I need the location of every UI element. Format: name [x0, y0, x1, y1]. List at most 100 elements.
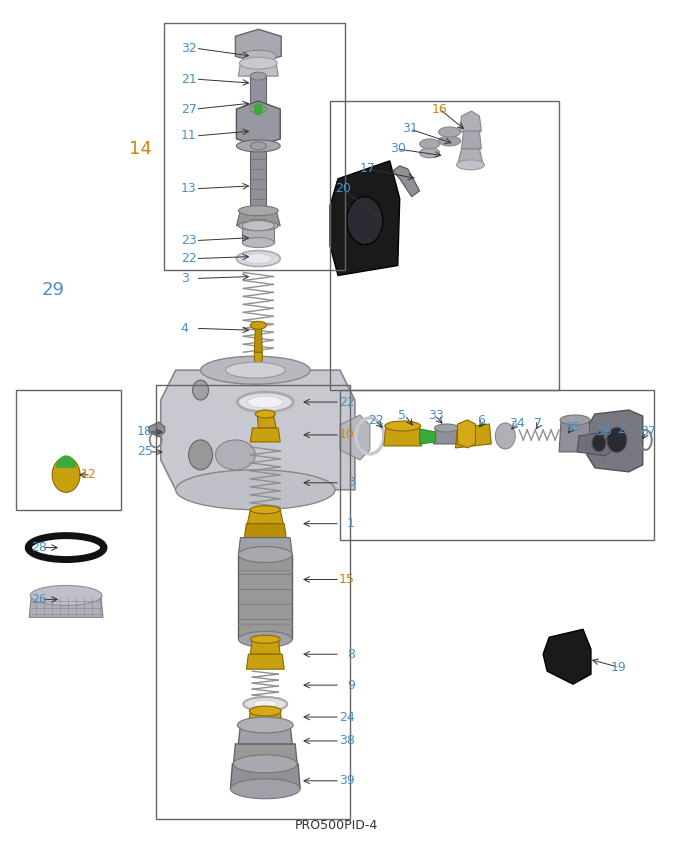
Wedge shape — [56, 455, 76, 468]
Text: 1: 1 — [347, 517, 355, 530]
Text: 30: 30 — [390, 142, 406, 155]
Polygon shape — [234, 744, 297, 764]
Text: 38: 38 — [339, 734, 355, 748]
Text: 5: 5 — [398, 409, 406, 422]
Polygon shape — [254, 352, 262, 365]
Ellipse shape — [238, 221, 278, 231]
Text: 22: 22 — [368, 414, 384, 427]
Ellipse shape — [250, 636, 280, 643]
Polygon shape — [244, 524, 286, 538]
Ellipse shape — [248, 396, 283, 408]
Text: 3: 3 — [180, 272, 188, 285]
Text: 28: 28 — [31, 541, 47, 554]
Circle shape — [192, 380, 209, 400]
Text: 9: 9 — [347, 679, 355, 691]
Ellipse shape — [420, 139, 439, 149]
Bar — [340, 390, 653, 540]
Ellipse shape — [230, 779, 300, 799]
Polygon shape — [248, 711, 282, 725]
Polygon shape — [250, 76, 267, 109]
Ellipse shape — [236, 250, 280, 266]
Text: 22: 22 — [339, 395, 355, 409]
Ellipse shape — [240, 57, 277, 69]
Ellipse shape — [236, 140, 280, 152]
Ellipse shape — [244, 254, 273, 264]
Ellipse shape — [242, 238, 275, 248]
Ellipse shape — [435, 424, 458, 432]
Polygon shape — [242, 226, 275, 243]
Text: 3: 3 — [347, 476, 355, 489]
Text: 21: 21 — [180, 72, 197, 86]
Polygon shape — [246, 654, 284, 669]
Polygon shape — [257, 414, 276, 428]
Text: 6: 6 — [477, 414, 485, 427]
Polygon shape — [420, 429, 435, 444]
Polygon shape — [340, 415, 370, 460]
Ellipse shape — [439, 127, 460, 137]
Ellipse shape — [42, 540, 90, 555]
Ellipse shape — [242, 221, 275, 231]
Polygon shape — [458, 149, 483, 165]
Polygon shape — [433, 428, 460, 444]
Text: 24: 24 — [339, 711, 355, 723]
Text: 15: 15 — [339, 573, 355, 586]
Text: 22: 22 — [180, 252, 197, 265]
Text: 37: 37 — [640, 426, 656, 438]
Text: 39: 39 — [339, 775, 355, 787]
Text: PRO500PID-4: PRO500PID-4 — [295, 819, 378, 831]
Ellipse shape — [176, 470, 335, 510]
Polygon shape — [250, 639, 280, 654]
Ellipse shape — [250, 142, 267, 150]
Bar — [16, 390, 121, 510]
Polygon shape — [238, 725, 292, 744]
Ellipse shape — [244, 697, 287, 711]
Polygon shape — [543, 630, 591, 685]
Text: 36: 36 — [596, 426, 612, 438]
Text: 10: 10 — [339, 428, 355, 442]
Ellipse shape — [250, 72, 267, 80]
Ellipse shape — [201, 357, 310, 384]
Ellipse shape — [30, 585, 102, 605]
Ellipse shape — [250, 321, 267, 330]
Polygon shape — [462, 131, 481, 149]
Polygon shape — [330, 161, 400, 276]
Polygon shape — [161, 370, 355, 490]
Ellipse shape — [234, 754, 297, 773]
Ellipse shape — [215, 440, 255, 470]
Polygon shape — [577, 432, 613, 456]
Ellipse shape — [420, 148, 439, 158]
Bar — [164, 24, 345, 271]
Polygon shape — [250, 428, 280, 442]
Circle shape — [607, 427, 627, 453]
Text: 34: 34 — [509, 417, 525, 431]
Text: 31: 31 — [402, 122, 417, 136]
Polygon shape — [393, 166, 420, 196]
Ellipse shape — [238, 546, 292, 562]
Text: 12: 12 — [80, 469, 96, 481]
Circle shape — [52, 458, 80, 492]
Circle shape — [188, 440, 213, 470]
Ellipse shape — [238, 392, 293, 412]
Bar — [155, 385, 350, 819]
Ellipse shape — [253, 700, 277, 708]
Text: 19: 19 — [611, 661, 627, 674]
Polygon shape — [458, 420, 475, 448]
Polygon shape — [248, 510, 283, 524]
Text: 16: 16 — [431, 103, 448, 115]
Polygon shape — [460, 111, 481, 136]
Text: 11: 11 — [180, 130, 197, 142]
Polygon shape — [236, 101, 280, 146]
Text: 27: 27 — [180, 103, 197, 115]
Polygon shape — [254, 325, 262, 352]
Text: 17: 17 — [360, 163, 376, 175]
Text: 29: 29 — [41, 282, 64, 299]
Ellipse shape — [255, 410, 275, 418]
Ellipse shape — [250, 706, 281, 716]
Polygon shape — [149, 422, 165, 437]
Text: 18: 18 — [137, 426, 153, 438]
Text: 8: 8 — [347, 647, 355, 661]
Polygon shape — [238, 538, 292, 555]
Ellipse shape — [240, 51, 276, 62]
Ellipse shape — [456, 160, 485, 169]
Ellipse shape — [238, 717, 293, 733]
